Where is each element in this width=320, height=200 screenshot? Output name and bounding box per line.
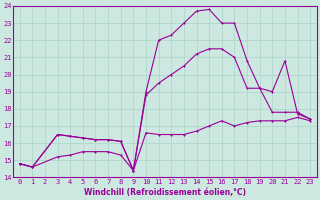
X-axis label: Windchill (Refroidissement éolien,°C): Windchill (Refroidissement éolien,°C) xyxy=(84,188,246,197)
